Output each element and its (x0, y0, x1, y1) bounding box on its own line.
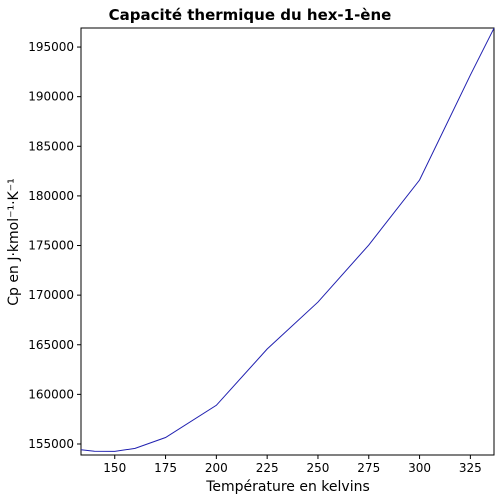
y-tick-label: 160000 (28, 387, 74, 401)
x-tick-label: 175 (154, 461, 177, 475)
line-series (80, 27, 495, 452)
x-axis-label: Température en kelvins (205, 479, 370, 495)
y-tick-label: 175000 (28, 239, 74, 253)
x-tick-label: 325 (459, 461, 482, 475)
y-tick-label: 185000 (28, 139, 74, 153)
x-tick-label: 150 (103, 461, 126, 475)
x-tick-label: 225 (256, 461, 279, 475)
y-tick-label: 195000 (28, 40, 74, 54)
y-tick-label: 190000 (28, 90, 74, 104)
y-tick-label: 180000 (28, 189, 74, 203)
y-tick-label: 170000 (28, 288, 74, 302)
x-tick-label: 275 (357, 461, 380, 475)
x-tick-label: 200 (205, 461, 228, 475)
y-tick-label: 165000 (28, 338, 74, 352)
y-axis-label: Cp en J·kmol⁻¹·K⁻¹ (6, 178, 22, 305)
plot-frame (80, 27, 495, 456)
x-tick-label: 300 (408, 461, 431, 475)
y-tick-label: 155000 (28, 437, 74, 451)
x-tick-label: 250 (307, 461, 330, 475)
chart-title: Capacité thermique du hex-1-ène (109, 6, 392, 24)
